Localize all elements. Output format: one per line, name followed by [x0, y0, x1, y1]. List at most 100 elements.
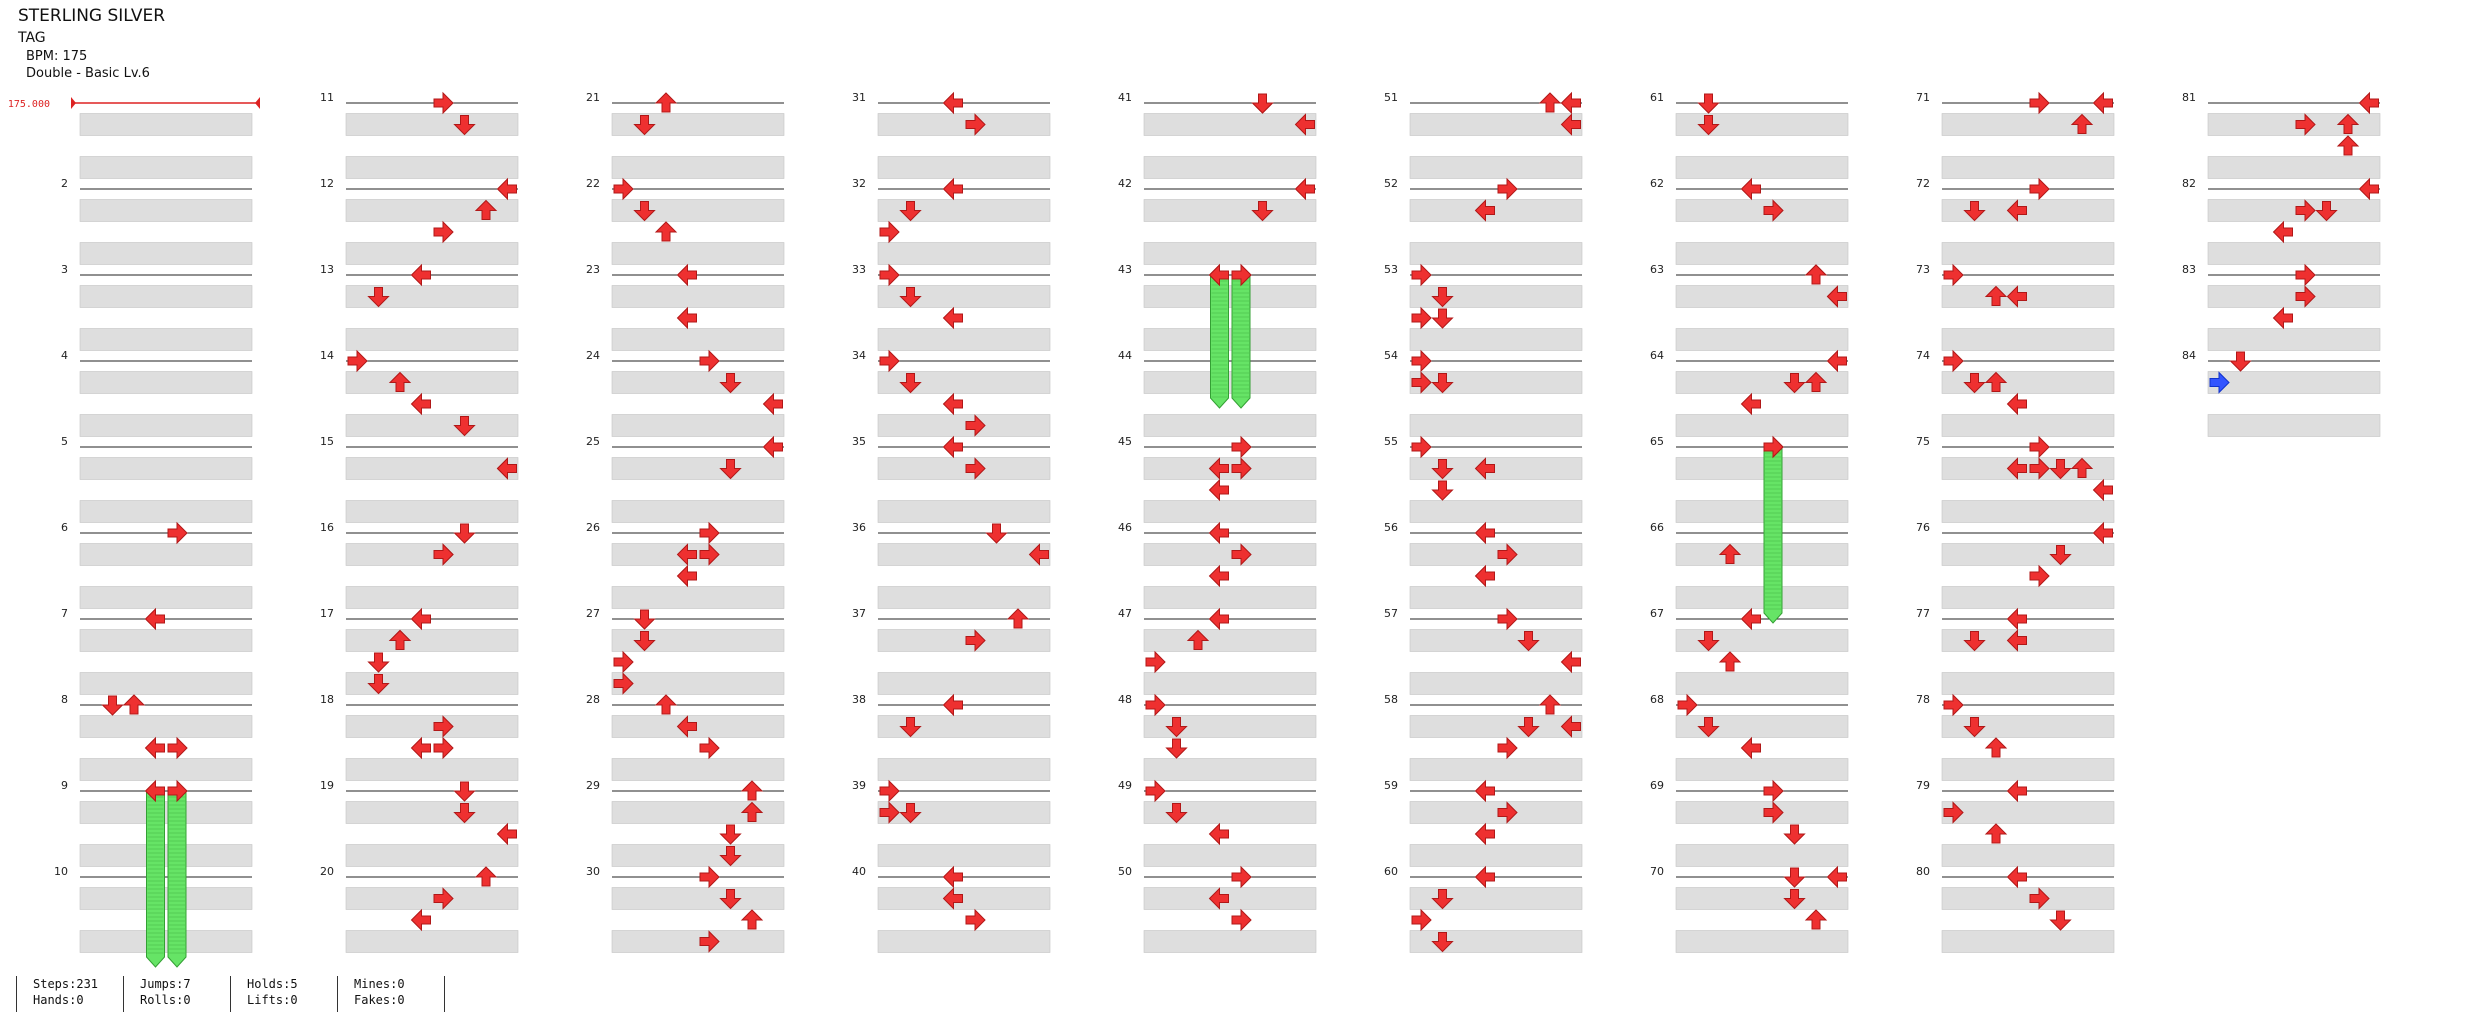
measure-number: 44	[1118, 349, 1132, 362]
beat-band	[1143, 801, 1317, 824]
step-arrow	[965, 414, 986, 437]
measure-number: 26	[586, 521, 600, 534]
step-arrow-shape	[1783, 867, 1806, 888]
step-arrow-shape	[762, 392, 783, 416]
step-arrow	[633, 201, 656, 222]
step-arrow-shape	[2006, 607, 2027, 631]
step-arrow	[433, 543, 454, 566]
step-arrow	[879, 779, 900, 803]
step-arrow-shape	[1804, 371, 1828, 392]
step-arrow	[433, 220, 454, 244]
step-arrow-shape	[654, 92, 678, 113]
step-arrow	[410, 736, 431, 760]
step-arrow-shape	[1411, 908, 1432, 932]
step-arrow	[1718, 543, 1742, 564]
step-arrow-shape	[719, 824, 742, 845]
step-arrow	[453, 781, 476, 802]
step-arrow-shape	[1431, 287, 1454, 308]
beat-band	[1941, 371, 2115, 394]
step-arrow	[942, 91, 963, 115]
beat-band	[1409, 500, 1583, 523]
step-arrow-shape	[1963, 373, 1986, 394]
step-arrow-shape	[453, 115, 476, 136]
step-arrow	[367, 674, 390, 695]
beat-band	[611, 586, 785, 609]
step-arrow	[1763, 435, 1784, 459]
step-arrow	[101, 695, 124, 716]
step-arrow-shape	[1763, 435, 1784, 459]
measure-number: 47	[1118, 607, 1132, 620]
beat-band	[611, 113, 785, 136]
step-arrow	[699, 736, 720, 760]
step-arrow-shape	[1783, 889, 1806, 910]
measure-number: 65	[1650, 435, 1664, 448]
step-arrow-shape	[1984, 285, 2008, 306]
beat-band	[1941, 328, 2115, 351]
measure-number: 40	[852, 865, 866, 878]
step-arrow-shape	[879, 220, 900, 244]
beat-band	[79, 887, 253, 910]
step-arrow	[1231, 263, 1252, 287]
beat-band	[79, 156, 253, 179]
step-arrow-shape	[1231, 908, 1252, 932]
beat-band	[1143, 844, 1317, 867]
beat-band	[1675, 586, 1849, 609]
measure-number: 9	[61, 779, 68, 792]
step-arrow	[2272, 220, 2293, 244]
measure-number: 14	[320, 349, 334, 362]
step-arrow-shape	[633, 609, 656, 630]
beat-band	[345, 715, 519, 738]
beat-band	[877, 586, 1051, 609]
beat-band	[1941, 887, 2115, 910]
step-arrow-shape	[1560, 113, 1581, 136]
step-arrow-shape	[613, 650, 634, 674]
step-arrow	[2029, 91, 2050, 115]
step-arrow-shape	[899, 201, 922, 222]
step-arrow	[2295, 285, 2316, 308]
beat-band	[1675, 801, 1849, 824]
step-arrow-shape	[1411, 306, 1432, 330]
step-arrow	[1231, 435, 1252, 459]
step-arrow	[613, 650, 634, 674]
step-arrow-shape	[1984, 737, 2008, 758]
step-arrow-shape	[2029, 887, 2050, 910]
step-arrow-shape	[1145, 779, 1166, 803]
step-arrow-shape	[453, 523, 476, 544]
step-arrow	[965, 629, 986, 652]
step-arrow-shape	[1474, 199, 1495, 222]
step-arrow	[676, 306, 697, 330]
beat-band	[877, 930, 1051, 953]
step-arrow-shape	[433, 543, 454, 566]
beat-band	[1143, 930, 1317, 953]
step-arrow-shape	[1740, 607, 1761, 631]
step-arrow	[965, 908, 986, 932]
step-arrow-shape	[1431, 480, 1454, 501]
step-arrow-shape	[2336, 135, 2360, 156]
step-arrow	[1497, 543, 1518, 566]
beat-band	[2207, 242, 2381, 265]
beat-band	[877, 500, 1051, 523]
step-arrow	[719, 889, 742, 910]
step-arrow-shape	[1411, 435, 1432, 459]
step-arrow	[1431, 480, 1454, 501]
step-arrow-shape	[474, 199, 498, 220]
step-arrow	[433, 91, 454, 115]
beat-band	[345, 457, 519, 480]
beat-band	[345, 844, 519, 867]
step-arrow	[740, 909, 764, 930]
measure-number: 43	[1118, 263, 1132, 276]
step-arrow-shape	[1231, 457, 1252, 480]
measure-number: 21	[586, 91, 600, 104]
measure-number: 34	[852, 349, 866, 362]
beat-band	[877, 672, 1051, 695]
step-arrow-shape	[1165, 738, 1188, 759]
step-arrow-shape	[1208, 887, 1229, 910]
step-arrow-shape	[2049, 910, 2072, 931]
step-arrow-shape	[2092, 521, 2113, 545]
step-arrow	[699, 543, 720, 566]
beat-band	[79, 500, 253, 523]
beat-band	[2207, 371, 2381, 394]
stat-fakes: Fakes:0	[354, 993, 405, 1007]
measure-number: 6	[61, 521, 68, 534]
beat-band	[877, 371, 1051, 394]
